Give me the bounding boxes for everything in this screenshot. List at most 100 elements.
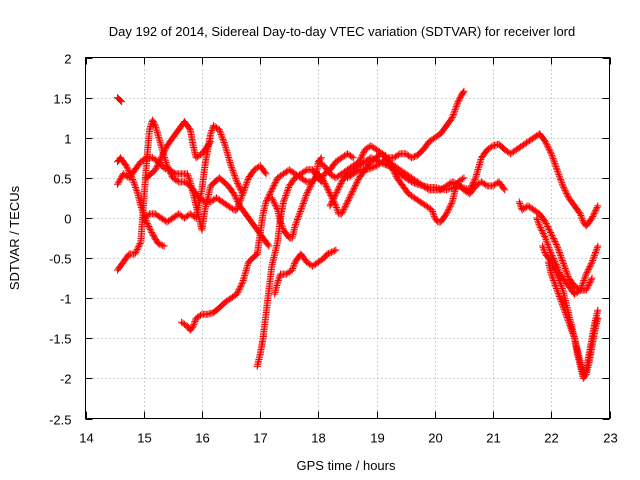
data-point-marker — [328, 197, 336, 205]
data-point-marker — [556, 174, 564, 182]
data-point-marker — [263, 196, 271, 204]
data-point-marker — [563, 191, 571, 199]
grid-lines — [85, 57, 610, 419]
data-point-marker — [273, 204, 281, 212]
data-point-marker — [333, 205, 341, 213]
x-tick-label: 15 — [137, 431, 151, 446]
data-point-marker — [167, 171, 175, 179]
data-point-marker — [291, 260, 299, 268]
data-point-marker — [157, 154, 165, 162]
data-point-marker — [466, 186, 474, 194]
data-point-marker — [449, 112, 457, 120]
data-point-marker — [330, 193, 338, 201]
data-point-marker — [207, 128, 215, 136]
data-point-marker — [551, 159, 559, 167]
data-point-marker — [553, 285, 561, 293]
data-point-marker — [279, 198, 287, 206]
data-point-marker — [542, 236, 550, 244]
data-point-marker — [560, 260, 568, 268]
data-point-marker — [130, 179, 138, 187]
data-point-marker — [348, 153, 356, 161]
data-point-marker — [559, 258, 567, 266]
data-point-marker — [326, 249, 334, 257]
data-point-marker — [566, 321, 574, 329]
data-point-marker — [344, 198, 351, 206]
data-point-marker — [383, 161, 391, 169]
data-point-marker — [185, 124, 193, 132]
data-point-marker — [408, 178, 416, 186]
data-point-marker — [237, 185, 245, 193]
data-point-marker — [341, 202, 349, 210]
data-point-marker — [191, 317, 199, 325]
data-point-marker — [367, 154, 375, 162]
data-point-marker — [143, 218, 151, 226]
data-point-marker — [292, 220, 300, 228]
data-point-marker — [549, 235, 557, 243]
data-point-marker — [147, 227, 155, 235]
data-point-marker — [301, 177, 309, 185]
data-point-marker — [295, 212, 303, 220]
data-point-marker — [406, 177, 414, 185]
data-point-marker — [306, 184, 314, 192]
data-point-marker — [268, 194, 276, 202]
data-point-marker — [381, 161, 389, 169]
data-point-marker — [215, 126, 223, 134]
data-point-marker — [371, 162, 379, 170]
data-point-marker — [591, 250, 599, 258]
data-point-marker — [579, 278, 587, 286]
data-point-marker — [450, 109, 458, 117]
data-point-marker — [550, 236, 558, 244]
data-point-marker — [446, 185, 454, 193]
data-point-marker — [234, 203, 242, 211]
data-point-marker — [562, 312, 570, 320]
data-point-marker — [354, 175, 362, 183]
data-point-marker — [442, 186, 450, 194]
x-tick-label: 18 — [311, 431, 325, 446]
data-point-marker — [322, 181, 330, 189]
y-tick-labels: 2 1.5 1 0.5 0 -0.5 -1 -1.5 -2 -2.5 — [49, 52, 71, 428]
data-point-marker — [575, 287, 583, 295]
data-point-marker — [558, 301, 566, 309]
data-point-marker — [588, 214, 596, 222]
data-point-marker — [233, 178, 241, 186]
series-arc-17 — [544, 258, 602, 382]
data-point-marker — [544, 224, 552, 232]
x-tick-label: 14 — [79, 431, 93, 446]
data-point-marker — [550, 156, 558, 164]
data-point-marker — [445, 204, 453, 212]
data-point-marker — [459, 184, 467, 192]
series-arc-6 — [143, 118, 215, 182]
data-point-marker — [231, 191, 239, 199]
data-point-marker — [547, 228, 555, 236]
data-point-marker — [539, 229, 547, 237]
data-point-marker — [555, 247, 563, 255]
data-point-marker — [550, 264, 558, 272]
data-point-marker — [594, 306, 602, 314]
data-point-marker — [551, 266, 559, 274]
data-point-marker — [156, 240, 164, 248]
data-point-marker — [228, 165, 236, 173]
data-point-marker — [586, 279, 594, 287]
data-point-marker — [165, 166, 173, 174]
data-point-marker — [235, 201, 243, 209]
data-point-marker — [541, 234, 549, 242]
data-point-marker — [552, 163, 560, 171]
data-point-marker — [444, 207, 452, 215]
data-point-marker — [229, 205, 237, 213]
data-point-marker — [580, 275, 588, 283]
data-point-marker — [164, 165, 172, 173]
data-point-marker — [550, 277, 558, 285]
data-point-marker — [460, 87, 468, 95]
series-arc-1 — [114, 94, 126, 106]
data-point-marker — [232, 175, 240, 183]
data-point-marker — [299, 201, 307, 209]
data-point-marker — [116, 176, 124, 184]
data-point-marker — [543, 221, 551, 229]
data-point-marker — [592, 206, 600, 214]
data-point-marker — [549, 233, 557, 241]
data-point-marker — [301, 167, 309, 175]
data-point-marker — [132, 185, 140, 193]
data-point-marker — [542, 139, 550, 147]
data-point-marker — [555, 172, 563, 180]
data-point-marker — [563, 189, 571, 197]
